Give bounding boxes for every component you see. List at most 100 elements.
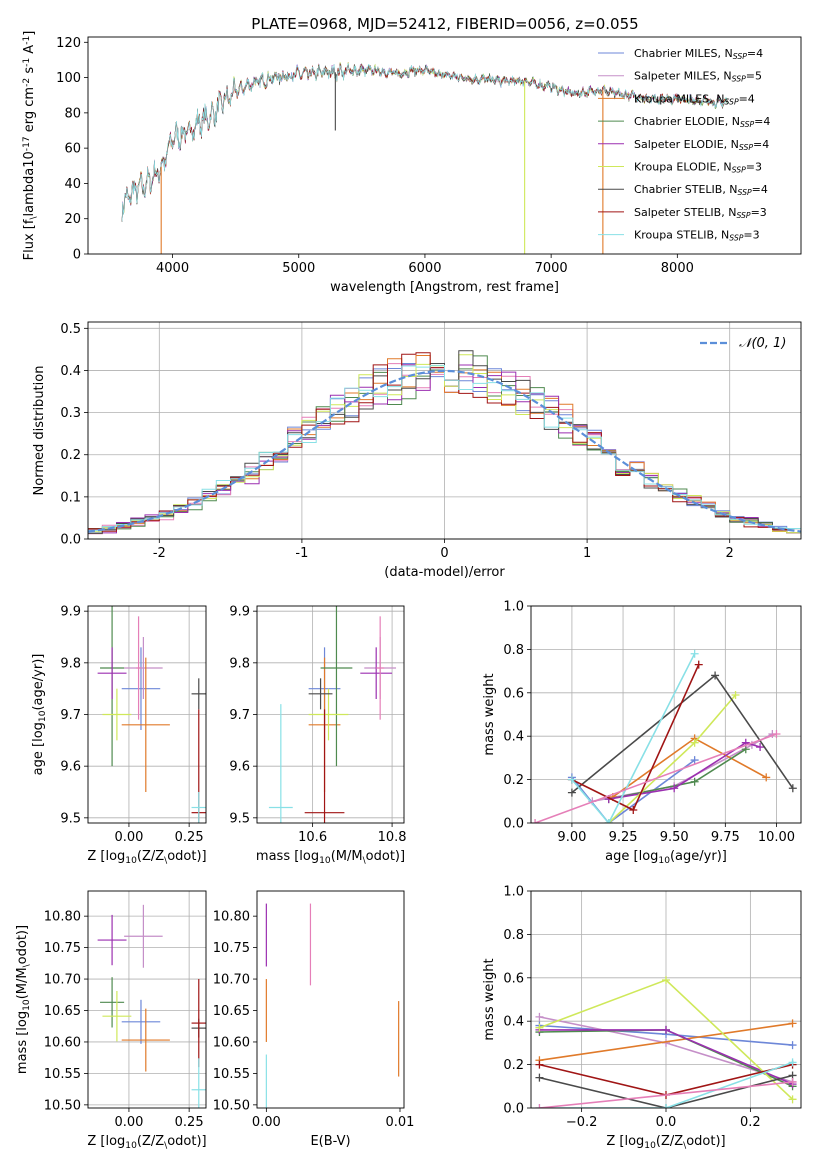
axes-frame: [530, 605, 802, 824]
weight-series-salpeter-stelib: [567, 660, 703, 814]
y-axis-label: mass [log10(M/M\odot)]: [15, 925, 32, 1074]
plot-area: [97, 904, 206, 1108]
errorbar-chabrier-elodie: [100, 977, 125, 1028]
weight-marker: [604, 819, 613, 823]
y-tick-label: 10.55: [44, 1067, 81, 1082]
errorbar-kroupa-elodie: [102, 991, 132, 1042]
plot-area: [535, 975, 797, 1108]
y-tick-label: 9.7: [60, 708, 81, 723]
y-tick-label: 9.7: [229, 708, 250, 723]
x-tick-label: 10.00: [758, 830, 795, 845]
axes-frame: [256, 890, 405, 1109]
plot-area: [531, 649, 797, 823]
x-tick-label: 0.00: [114, 1115, 143, 1130]
y-tick-label: 10.50: [44, 1098, 81, 1113]
chart-z-age: 0.00 0.25 9.5 9.6 9.7 9.8 9.9 Z [log10(Z/Z\odot…: [31, 605, 207, 866]
y-axis-label: Normed distribution: [32, 366, 47, 496]
weight-marker: [535, 1073, 544, 1082]
errorbar-kroupa-miles: [121, 1008, 170, 1072]
plot-area: [97, 606, 206, 823]
axes-frame: [87, 605, 207, 824]
errorbar-chabrier-miles: [121, 999, 161, 1044]
y-tick-label: 9.8: [60, 656, 81, 671]
y-tick-label: 0.4: [60, 364, 81, 379]
x-tick-label: 0.00: [114, 830, 143, 845]
weight-marker: [535, 1104, 544, 1108]
x-tick-label: 1: [583, 546, 591, 561]
errorbar-chabrier-stelib: [308, 678, 333, 710]
errorbar-kroupa-stelib: [191, 1058, 206, 1108]
plot-area: [88, 350, 801, 537]
y-tick-label: 10.70: [213, 973, 250, 988]
y-axis-label: mass weight: [482, 673, 497, 755]
chart-ebv-mass: 0.00 0.01 10.50 10.55 10.60 10.65 10.70 10.75 10…: [213, 890, 415, 1149]
y-tick-label: 10.60: [44, 1035, 81, 1050]
legend-label: Chabrier STELIB, NSSP=4: [634, 183, 768, 197]
y-tick-label: 0: [73, 248, 81, 263]
x-tick-label: 0.01: [386, 1115, 415, 1130]
weight-line: [571, 664, 700, 812]
weight-marker: [670, 784, 679, 793]
errorbar-kroupa-elodie: [102, 688, 132, 741]
plot-area: [265, 903, 400, 1108]
y-tick-label: 1.0: [503, 885, 524, 900]
chart-mass-age: 10.6 10.8 9.5 9.6 9.7 9.8 9.9 mass [log10(M/M\o…: [229, 605, 407, 866]
x-tick-label: −0.2: [566, 1115, 598, 1130]
y-tick-label: 10.70: [44, 973, 81, 988]
weight-line: [571, 759, 696, 823]
weight-series-kroupa-elodie: [535, 975, 797, 1104]
weight-marker: [788, 1041, 797, 1050]
y-tick-label: 10.60: [213, 1035, 250, 1050]
x-tick-label: 7000: [535, 261, 568, 276]
chart-z-mass: 0.00 0.25 10.50 10.55 10.60 10.65 10.70 10.75 10…: [15, 890, 207, 1151]
legend-label: 𝒩(0, 1): [739, 336, 786, 351]
x-tick-label: -2: [153, 546, 166, 561]
y-tick-label: 9.5: [229, 811, 250, 826]
weight-series-kroupa-elodie: [604, 690, 740, 823]
x-tick-label: 5000: [282, 261, 315, 276]
weight-line: [534, 733, 777, 823]
weight-line: [539, 1061, 793, 1108]
weight-marker: [690, 649, 699, 658]
x-axis-label: wavelength [Angstrom, rest frame]: [330, 280, 559, 295]
errorbar-chabrier-miles: [121, 647, 161, 730]
x-tick-label: 10.8: [378, 830, 407, 845]
y-tick-label: 60: [64, 142, 81, 157]
x-tick-label: 4000: [156, 261, 189, 276]
plot-area: [268, 606, 397, 823]
y-tick-label: 9.8: [229, 656, 250, 671]
legend-label: Salpeter ELODIE, NSSP=4: [634, 138, 769, 152]
chart-age-weight: 9.00 9.25 9.50 9.75 10.00 0.0 0.2 0.4 0.6 0.8 1.0 a…: [482, 600, 802, 866]
y-tick-label: 0.6: [503, 971, 524, 986]
axes-frame: [256, 605, 405, 824]
x-tick-label: 0.2: [740, 1115, 761, 1130]
y-tick-label: 0.3: [60, 406, 81, 421]
errorbar-kroupa-stelib: [268, 704, 293, 823]
weight-series-pink: [535, 1077, 797, 1108]
weight-marker: [788, 784, 797, 793]
weight-line: [539, 1022, 793, 1062]
chart-spectrum: 4000 5000 6000 7000 8000 0 20 40 60 80 100 120 wavel…: [22, 31, 802, 295]
legend-label: Salpeter STELIB, NSSP=3: [634, 206, 767, 220]
errorbar-salpeter-elodie: [97, 647, 127, 699]
y-tick-label: 9.9: [229, 605, 250, 620]
x-axis-label: Z [log10(Z/Z\odot)]: [87, 1134, 206, 1151]
weight-marker: [535, 1060, 544, 1069]
errorbar-kroupa-miles: [121, 657, 170, 792]
weight-marker: [711, 671, 720, 680]
x-tick-label: 0.0: [656, 1115, 677, 1130]
errorbar-kroupa-elodie: [308, 688, 349, 741]
y-tick-label: 0.0: [503, 1102, 524, 1117]
weight-marker: [788, 1095, 797, 1104]
y-tick-label: 0.8: [503, 928, 524, 943]
spectrum-line-kroupa-stelib: [121, 62, 729, 222]
x-axis-label: (data-model)/error: [384, 565, 505, 580]
x-axis-label: E(B-V): [310, 1134, 350, 1149]
x-axis-label: Z [log10(Z/Z\odot)]: [606, 1134, 725, 1151]
x-axis-label: mass [log10(M/M\odot)]: [256, 849, 405, 866]
y-tick-label: 10.75: [44, 941, 81, 956]
y-tick-label: 0.2: [503, 773, 524, 788]
x-tick-label: 0.25: [175, 830, 204, 845]
y-tick-label: 10.80: [213, 910, 250, 925]
